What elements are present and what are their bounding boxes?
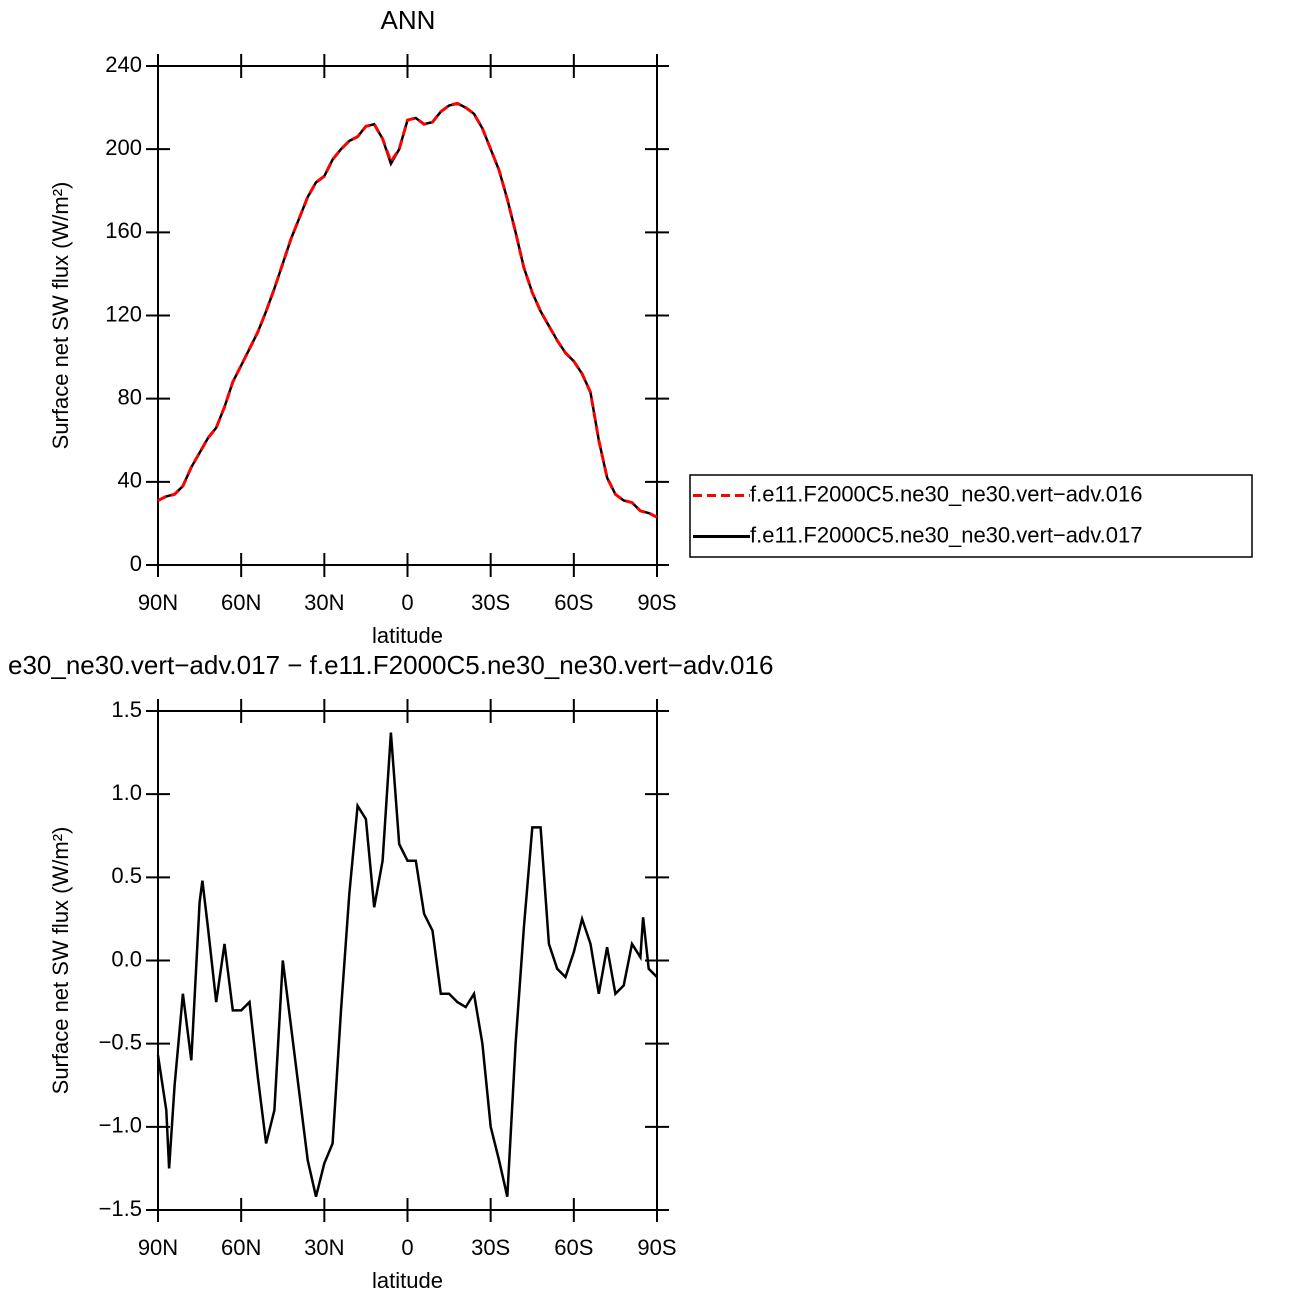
x-tick-label: 90S xyxy=(637,590,676,615)
data-line xyxy=(157,101,658,519)
x-tick-label: 30S xyxy=(471,1235,510,1260)
x-tick-label: 60S xyxy=(554,1235,593,1260)
y-axis-label: Surface net SW flux (W/m²) xyxy=(48,827,73,1095)
y-tick-label: −1.0 xyxy=(99,1113,142,1138)
x-tick-label: 60S xyxy=(554,590,593,615)
x-tick-label: 60N xyxy=(221,590,261,615)
legend-label: f.e11.F2000C5.ne30_ne30.vert−adv.017 xyxy=(750,522,1142,547)
y-tick-label: 120 xyxy=(105,301,142,326)
y-axis-label: Surface net SW flux (W/m²) xyxy=(48,182,73,450)
x-tick-label: 0 xyxy=(401,590,413,615)
chart-title: e30_ne30.vert−adv.017 − f.e11.F2000C5.ne… xyxy=(8,650,773,680)
x-tick-label: 0 xyxy=(401,1235,413,1260)
y-tick-label: 160 xyxy=(105,218,142,243)
y-tick-label: 0.5 xyxy=(111,863,142,888)
x-tick-label: 30N xyxy=(304,590,344,615)
y-tick-label: 1.5 xyxy=(111,697,142,722)
y-tick-label: 40 xyxy=(118,468,142,493)
y-tick-label: 80 xyxy=(118,384,142,409)
y-tick-label: 0.0 xyxy=(111,946,142,971)
y-tick-label: 1.0 xyxy=(111,780,142,805)
y-tick-label: −0.5 xyxy=(99,1029,142,1054)
x-tick-label: 30S xyxy=(471,590,510,615)
legend-box xyxy=(689,474,1253,558)
y-tick-label: 0 xyxy=(130,551,142,576)
x-tick-label: 90N xyxy=(138,1235,178,1260)
x-tick-label: 90S xyxy=(637,1235,676,1260)
x-tick-label: 30N xyxy=(304,1235,344,1260)
x-axis-label: latitude xyxy=(372,1268,443,1293)
x-tick-label: 60N xyxy=(221,1235,261,1260)
y-tick-label: 240 xyxy=(105,52,142,77)
legend-label: f.e11.F2000C5.ne30_ne30.vert−adv.016 xyxy=(750,481,1142,506)
chart-title: ANN xyxy=(381,5,436,35)
y-tick-label: 200 xyxy=(105,135,142,160)
data-line xyxy=(156,732,658,1198)
x-tick-label: 90N xyxy=(138,590,178,615)
y-tick-label: −1.5 xyxy=(99,1196,142,1221)
x-axis-label: latitude xyxy=(372,623,443,648)
